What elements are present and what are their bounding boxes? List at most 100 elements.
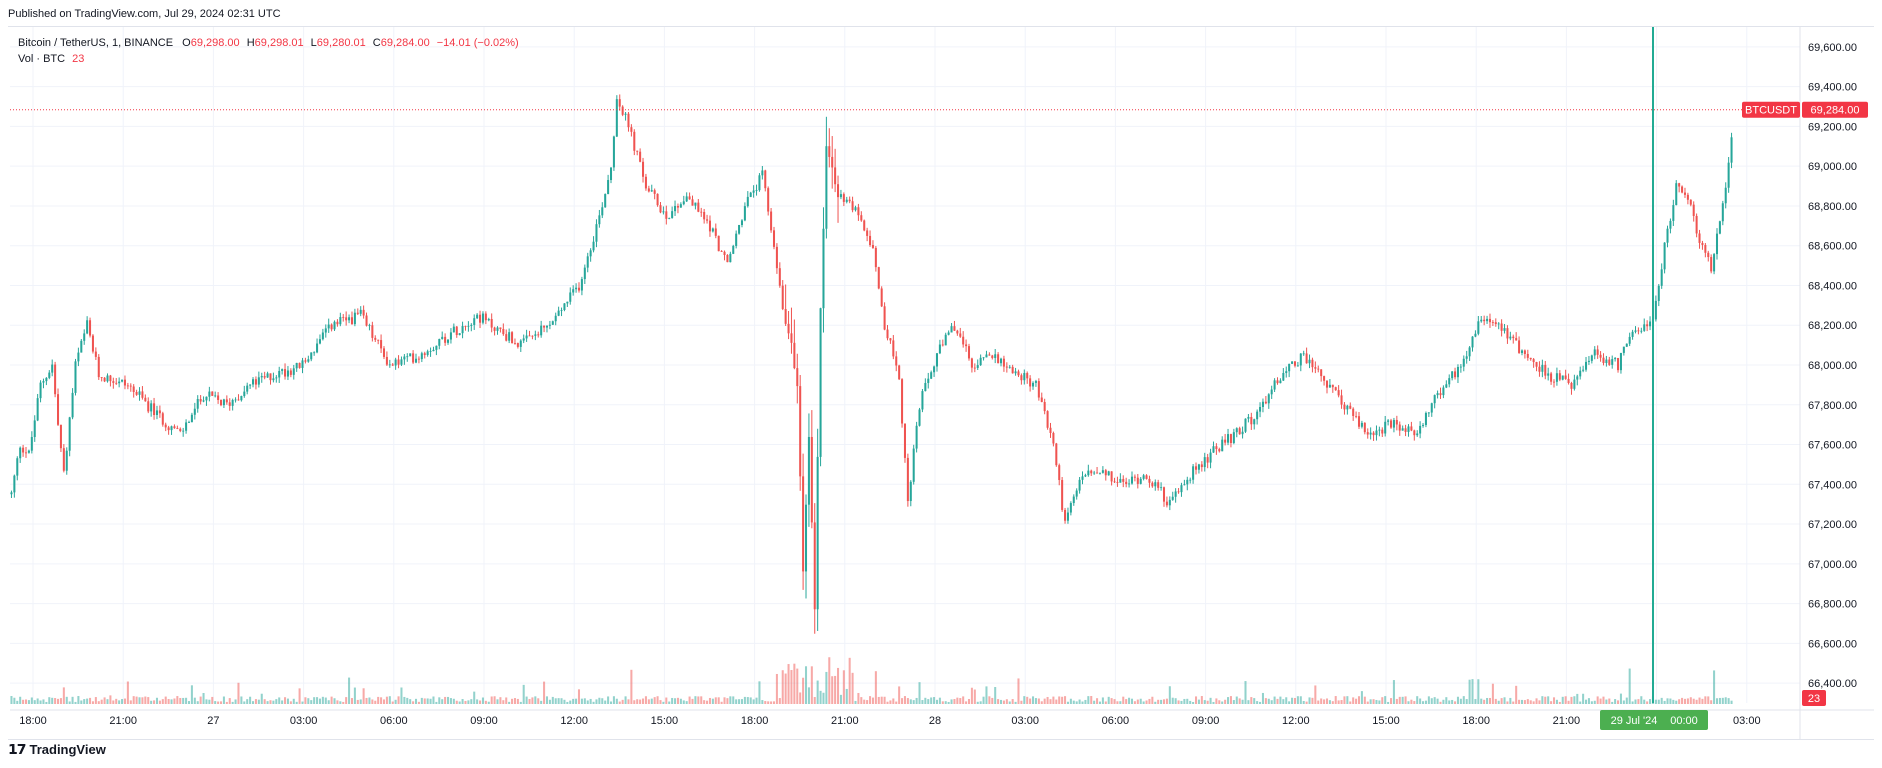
candle-body [1576,376,1579,380]
candle-body [1611,359,1614,365]
candle-body [1093,472,1096,474]
volume-bar [1695,699,1698,704]
volume-bar [924,697,927,704]
volume-bar [834,675,837,704]
volume-bar [869,696,872,704]
volume-bar [1526,699,1529,704]
volume-bar [1372,699,1375,704]
candle-body [764,170,767,189]
candle-body [1285,371,1288,373]
candle-body [476,314,479,319]
candle-body [353,312,356,325]
candle-body [1276,380,1279,384]
candle-body [1436,393,1439,396]
volume-bar [1715,698,1719,704]
candle-body [1151,482,1154,487]
volume-bar [284,697,287,704]
candle-body [947,332,950,335]
ticker-badge[interactable] [1742,101,1800,118]
volume-bar [167,699,170,704]
volume-bar [1713,670,1716,704]
volume-bar [825,671,828,704]
candle-body [1040,397,1043,402]
volume-bar [1343,696,1346,704]
candle-body [1066,512,1069,521]
volume-bar [720,701,723,704]
candle-body [828,146,831,157]
volume-bar [298,688,301,704]
volume-bar [866,700,869,704]
x-tick-label: 18:00 [19,715,47,727]
candle-body [316,343,319,353]
volume-bar [1666,698,1669,704]
candle-body [1334,387,1337,391]
chart-frame[interactable] [8,26,1874,740]
candle-body [784,309,787,324]
candle-body [511,332,514,343]
candle-body [1456,366,1459,378]
candle-body [551,321,554,325]
candle-body [1224,439,1227,443]
volume-bar [219,701,223,704]
volume-bar [1119,701,1122,704]
candle-body [1518,340,1521,353]
y-tick-label: 68,400.00 [1808,280,1857,292]
candle-body [831,156,834,168]
candle-body [1168,499,1171,506]
volume-bar [147,697,150,704]
candle-body [1649,321,1652,327]
candle-body [1535,362,1538,367]
candle-body [1500,323,1503,331]
candle-body [775,246,778,269]
candle-body [1430,403,1433,413]
x-tick-label: 15:00 [1372,715,1400,727]
candle-body [1585,361,1588,370]
candle-body [490,318,493,328]
footer-brand[interactable]: 𝟭𝟳 TradingView [8,741,106,758]
volume-bar [225,701,228,704]
volume-bar [1523,700,1526,704]
candle-body [324,328,327,333]
candle-body [1325,380,1329,388]
legend-symbol[interactable]: Bitcoin / TetherUS, 1, BINANCE [18,37,174,49]
candle-body [257,377,260,385]
candle-body [650,190,653,192]
candle-body [1401,428,1404,431]
volume-bar [266,701,269,704]
candle-body [857,207,860,216]
volume-bar [1462,696,1465,704]
volume-bar [1174,698,1177,704]
volume-bar [1634,699,1637,704]
volume-bar [848,657,851,704]
volume-bar [874,671,877,704]
volume-bar [350,698,353,704]
candle-body [423,353,426,355]
volume-bar [548,699,551,704]
volume-bar [91,701,94,704]
candle-body [350,317,353,325]
candle-body [804,504,808,572]
candle-body [1104,470,1107,476]
volume-bar [214,701,217,704]
volume-bar [1459,698,1462,704]
candle-body [962,336,965,345]
volume-bar [1654,699,1657,704]
volume-bar [129,700,132,704]
candle-body [275,377,278,379]
candle-body [740,220,744,225]
volume-bar [403,696,406,704]
volume-bar [141,697,144,704]
volume-bar [1515,685,1518,704]
candle-body [141,391,144,398]
volume-bar [636,699,639,704]
legend-volume-label[interactable]: Vol · BTC [18,53,66,65]
volume-bar [1186,698,1189,704]
y-tick-label: 69,000.00 [1808,161,1857,173]
candle-body [834,167,837,185]
volume-bar [97,701,100,704]
volume-bar [243,701,246,704]
candle-body [161,413,164,425]
candle-body [1323,376,1326,381]
volume-bar [1448,700,1451,704]
